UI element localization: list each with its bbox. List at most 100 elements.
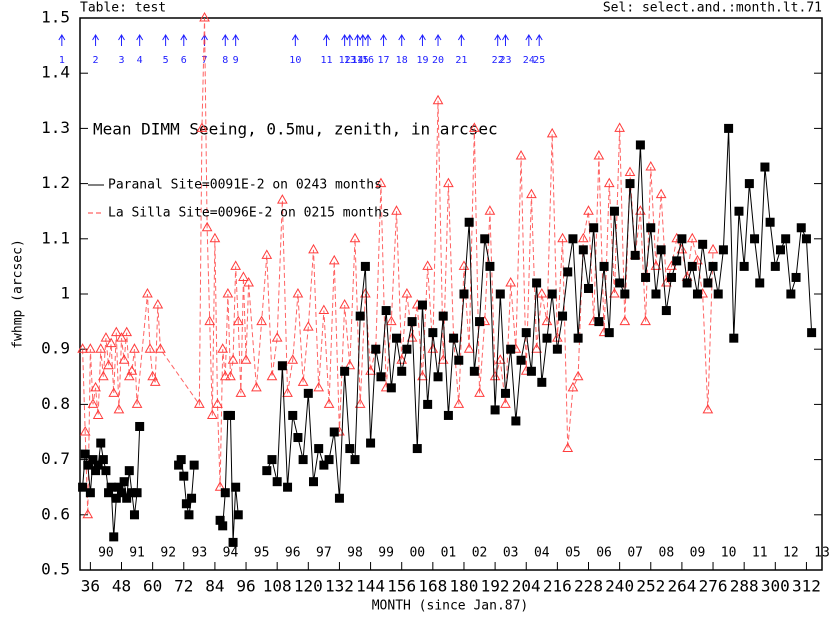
point [212, 398, 223, 408]
point [220, 488, 230, 498]
point [578, 245, 588, 255]
point [724, 123, 734, 133]
chart-title: Mean DIMM Seeing, 0.5mu, zenith, in arcs… [93, 120, 498, 139]
point [661, 306, 671, 316]
y-tick-label: 1.4 [41, 63, 70, 82]
y-tick-label: 1.1 [41, 228, 70, 247]
point [402, 344, 412, 354]
event-arrow [92, 34, 99, 46]
point [149, 376, 161, 386]
y-tick-label: 1.2 [41, 173, 70, 192]
point [129, 343, 140, 353]
point [217, 343, 229, 353]
event-label: 1 [59, 55, 65, 66]
event-arrow [502, 34, 509, 46]
event-label: 3 [118, 55, 124, 66]
point [474, 387, 485, 397]
point [308, 243, 319, 254]
point [516, 355, 526, 365]
point [339, 299, 350, 309]
point [702, 403, 714, 414]
point [392, 333, 402, 343]
point [422, 260, 434, 270]
point [308, 477, 318, 487]
point [129, 510, 139, 520]
event-arrow [291, 34, 299, 46]
point [375, 177, 387, 188]
point [468, 122, 480, 132]
point [666, 260, 677, 270]
point [126, 365, 138, 375]
point [277, 361, 287, 371]
point [78, 482, 88, 492]
point [391, 205, 402, 215]
point [251, 381, 262, 392]
point [261, 249, 273, 259]
point [314, 444, 324, 454]
year-label: 91 [129, 546, 145, 561]
event-arrow [232, 34, 240, 46]
year-label: 04 [534, 546, 550, 561]
legend-label: La Silla Site=0096E-2 on 0215 months [108, 206, 390, 221]
x-tick-label: 252 [636, 577, 665, 596]
event-label: 22 [492, 55, 504, 66]
x-tick-label: 168 [418, 577, 447, 596]
point [124, 466, 134, 476]
point [692, 254, 703, 265]
point [614, 122, 625, 132]
event-label: 14 [352, 55, 364, 66]
point [567, 381, 579, 392]
event-label: 11 [320, 55, 332, 66]
x-tick-label: 192 [481, 577, 510, 596]
event-arrow [525, 34, 533, 46]
year-label: 94 [223, 546, 239, 561]
point [209, 232, 221, 243]
point [174, 460, 184, 470]
point [459, 289, 469, 299]
event-label: 20 [432, 55, 444, 66]
event-label: 15 [357, 55, 369, 66]
table-name: Table: test [80, 1, 166, 16]
point [187, 493, 197, 503]
point [515, 149, 527, 160]
y-tick-label: 1.3 [41, 118, 70, 137]
point [243, 276, 254, 287]
x-tick-label: 36 [81, 577, 100, 596]
year-label: 02 [472, 546, 488, 561]
point [443, 177, 454, 188]
point [225, 410, 235, 420]
event-label: 17 [378, 55, 390, 66]
year-label: 05 [565, 546, 581, 561]
point [604, 328, 614, 338]
point [235, 387, 247, 397]
point [713, 289, 723, 299]
event-label: 8 [222, 55, 228, 66]
x-axis-label: MONTH (since Jan.87) [372, 599, 529, 614]
selection: Sel: select.and.:month.lt.71 [603, 1, 822, 16]
point [113, 403, 125, 414]
point [646, 223, 656, 233]
x-tick-label: 108 [263, 577, 292, 596]
point [546, 127, 558, 138]
point [781, 234, 791, 244]
point [744, 179, 754, 189]
event-label: 24 [523, 55, 535, 66]
point [577, 232, 589, 243]
point [677, 234, 687, 244]
point [298, 455, 308, 465]
point [625, 179, 635, 189]
point [293, 433, 303, 443]
point [687, 261, 697, 271]
point [240, 354, 252, 364]
point [589, 223, 599, 233]
point [786, 289, 796, 299]
year-label: 92 [160, 546, 176, 561]
event-label: 2 [93, 55, 99, 66]
point [641, 272, 651, 282]
year-label: 07 [627, 546, 643, 561]
point [624, 166, 636, 177]
point [349, 232, 361, 243]
point [417, 300, 427, 310]
point [572, 370, 584, 381]
point [360, 287, 371, 298]
